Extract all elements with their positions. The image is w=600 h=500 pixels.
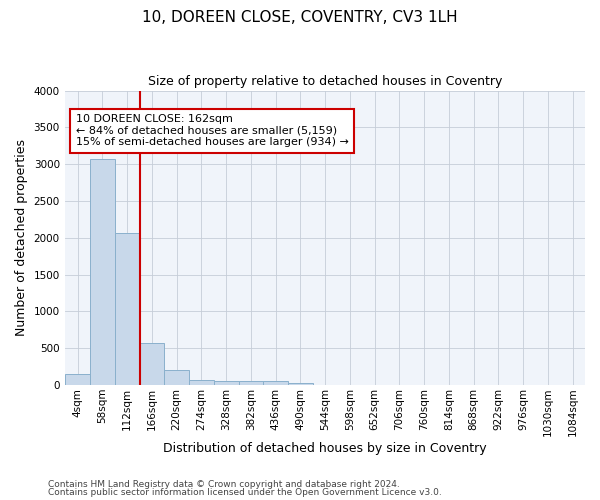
Title: Size of property relative to detached houses in Coventry: Size of property relative to detached ho… [148, 75, 502, 88]
Bar [239, 381, 263, 385]
Bar [263, 381, 288, 385]
Y-axis label: Number of detached properties: Number of detached properties [15, 140, 28, 336]
Bar [214, 380, 239, 385]
Bar [164, 370, 189, 385]
Bar [140, 344, 164, 385]
Text: Contains HM Land Registry data © Crown copyright and database right 2024.: Contains HM Land Registry data © Crown c… [48, 480, 400, 489]
Text: Contains public sector information licensed under the Open Government Licence v3: Contains public sector information licen… [48, 488, 442, 497]
Bar [115, 234, 140, 385]
Bar [65, 374, 90, 385]
Bar [288, 383, 313, 385]
X-axis label: Distribution of detached houses by size in Coventry: Distribution of detached houses by size … [163, 442, 487, 455]
Text: 10, DOREEN CLOSE, COVENTRY, CV3 1LH: 10, DOREEN CLOSE, COVENTRY, CV3 1LH [142, 10, 458, 25]
Text: 10 DOREEN CLOSE: 162sqm
← 84% of detached houses are smaller (5,159)
15% of semi: 10 DOREEN CLOSE: 162sqm ← 84% of detache… [76, 114, 349, 148]
Bar [189, 380, 214, 385]
Bar [90, 159, 115, 385]
